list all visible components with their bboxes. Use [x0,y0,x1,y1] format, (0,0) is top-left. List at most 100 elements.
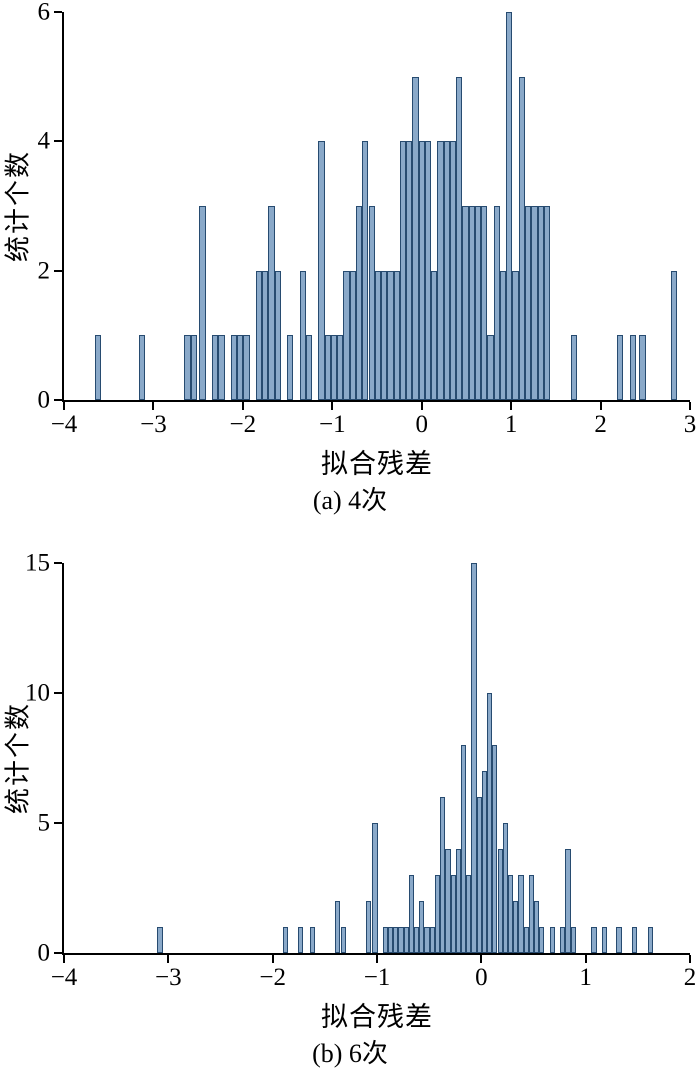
histogram-bar [255,270,263,400]
histogram-bar [443,141,450,400]
histogram-bar [481,771,488,953]
histogram-bar [299,270,306,400]
histogram-bar [632,927,638,953]
y-tick-label: 2 [37,257,51,285]
histogram-bar [412,76,419,400]
histogram-bar [372,823,378,953]
histogram-bar [349,270,356,400]
x-axis-tick [420,402,423,410]
histogram-bar [408,875,415,953]
histogram-bar [456,76,463,400]
histogram-bar [330,335,338,400]
histogram-bar [492,745,498,953]
histogram-bar [199,206,206,400]
histogram-bar [366,901,372,953]
histogram-bar [460,745,467,953]
histogram-bar [462,206,469,400]
subfigure-caption-a: (a) 4次 [312,486,388,515]
x-axis-tick [376,955,378,963]
histogram-bar [466,875,472,953]
histogram-bar [381,270,388,400]
histogram-bar [287,335,294,400]
histogram-bar [565,849,571,953]
histogram-bar [157,927,163,953]
x-axis-tick [480,955,483,963]
histogram-bar [437,141,444,400]
x-tick-label: −4 [50,964,78,991]
x-axis-title-b: 拟合残差 [321,1002,433,1032]
x-axis-tick [599,402,602,410]
histogram-bar [487,335,494,400]
histogram-bar [393,270,400,400]
x-tick-label: −4 [50,411,78,438]
x-axis-tick [331,402,334,410]
histogram-bar [414,927,420,953]
histogram-bar [507,875,514,953]
x-axis-tick [63,955,65,963]
y-axis-tick [54,11,62,13]
histogram-bar [94,335,102,400]
x-tick-label: −3 [155,964,182,991]
histogram-bar [639,335,646,400]
histogram-bar [399,141,407,400]
y-tick-label: 6 [37,0,51,26]
histogram-bar [274,270,281,400]
histogram-bar [230,335,238,400]
histogram-bar [525,206,532,400]
x-tick-label: 0 [415,411,428,438]
histogram-bar [243,335,250,400]
x-tick-label: 1 [579,964,592,991]
histogram-bar [499,270,507,400]
y-tick-label: 15 [25,549,50,577]
histogram-bar [334,901,340,953]
y-axis-tick [54,692,62,695]
histogram-bar [440,797,446,953]
subfigure-caption-b: (b) 6次 [312,1039,388,1068]
histogram-bar [570,335,577,400]
histogram-bar [398,927,404,953]
histogram-bar [393,927,399,953]
y-tick-label: 0 [37,939,51,967]
x-axis-tick [167,955,170,963]
histogram-bar [560,927,566,953]
histogram-bar [309,927,315,953]
x-tick-label: −3 [140,411,167,438]
histogram-bar [523,927,529,953]
x-tick-label: −1 [318,411,346,438]
x-axis-tick [63,402,65,410]
x-tick-label: 2 [594,411,607,438]
histogram-bar [487,693,493,953]
y-axis-tick [54,952,62,954]
histogram-bar [601,927,608,953]
y-axis-tick [54,399,62,401]
y-tick-label: 4 [37,127,51,155]
histogram-bar [343,270,350,400]
histogram-bar [406,141,413,400]
histogram-bar [184,335,191,400]
histogram-bar [497,849,503,953]
histogram-bar [190,335,197,400]
histogram-bar [282,927,288,953]
histogram-bar [237,335,244,400]
bars-layer-b [64,563,690,953]
x-tick-label: −2 [229,411,257,438]
histogram-bar [502,823,508,953]
histogram-bar [429,927,435,953]
histogram-bar [476,797,482,953]
histogram-bar [434,875,441,953]
y-axis-tick [54,140,62,143]
histogram-bar [138,335,145,400]
histogram-bar [403,927,409,953]
x-axis-tick [152,402,155,410]
histogram-bar [629,335,636,400]
histogram-bar [549,927,555,953]
histogram-bar [431,270,438,400]
histogram-bar [531,206,538,400]
histogram-bar [455,849,461,953]
histogram-bar [445,849,451,953]
y-tick-label: 5 [37,809,51,837]
x-axis-tick [689,402,691,410]
histogram-bar [543,206,551,400]
histogram-bar [387,270,394,400]
histogram-bar [506,12,513,400]
